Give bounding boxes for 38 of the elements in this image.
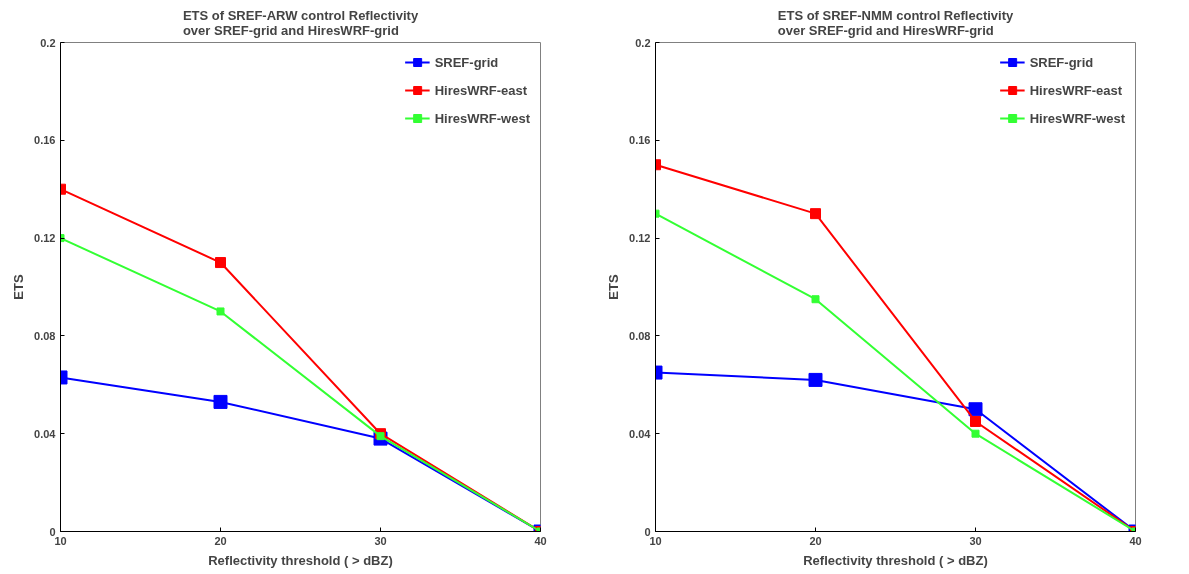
x-tick-label: 10 [54,534,67,547]
y-axis-title: ETS [606,274,622,300]
x-tick-label: 20 [214,534,227,547]
y-tick-label: 0.04 [629,427,652,440]
chart-title: ETS of SREF-ARW control Reflectivity over SREF-grid and HiresWRF-grid [182,7,419,38]
x-tick-label: 40 [1129,534,1142,547]
legend-label: HiresWRF-west [1029,110,1125,126]
legend-label: SREF-grid [434,54,499,70]
x-tick-label: 40 [534,534,547,547]
y-tick-label: 0.08 [629,329,651,342]
x-tick-label: 20 [809,534,822,547]
x-tick-label: 10 [649,534,662,547]
y-tick-label: 0.16 [34,134,56,147]
chart-title: ETS of SREF-NMM control Reflectivity over SREF-grid and HiresWRF-grid [777,7,1014,38]
y-tick-label: 0.08 [34,329,56,342]
legend-label: SREF-grid [1029,54,1094,70]
x-axis-title: Reflectivity threshold ( > dBZ) [208,552,393,568]
y-tick-label: 0.2 [40,36,56,49]
x-tick-label: 30 [969,534,982,547]
y-tick-label: 0 [644,525,651,538]
point [808,372,823,387]
y-tick-label: 0.12 [629,232,651,245]
legend-label: HiresWRF-east [434,82,528,98]
point [213,394,228,409]
point [971,429,980,438]
point [216,307,225,316]
legend-label: HiresWRF-west [434,110,530,126]
y-tick-label: 0.04 [34,427,57,440]
y-axis-title: ETS [11,274,27,300]
y-tick-label: 0.2 [635,36,651,49]
x-axis-title: Reflectivity threshold ( > dBZ) [803,552,988,568]
y-tick-label: 0.12 [34,232,56,245]
legend-label: HiresWRF-east [1029,82,1123,98]
point [811,295,820,304]
y-tick-label: 0 [49,525,56,538]
point [968,402,983,417]
x-tick-label: 30 [374,534,387,547]
y-tick-label: 0.16 [629,134,651,147]
